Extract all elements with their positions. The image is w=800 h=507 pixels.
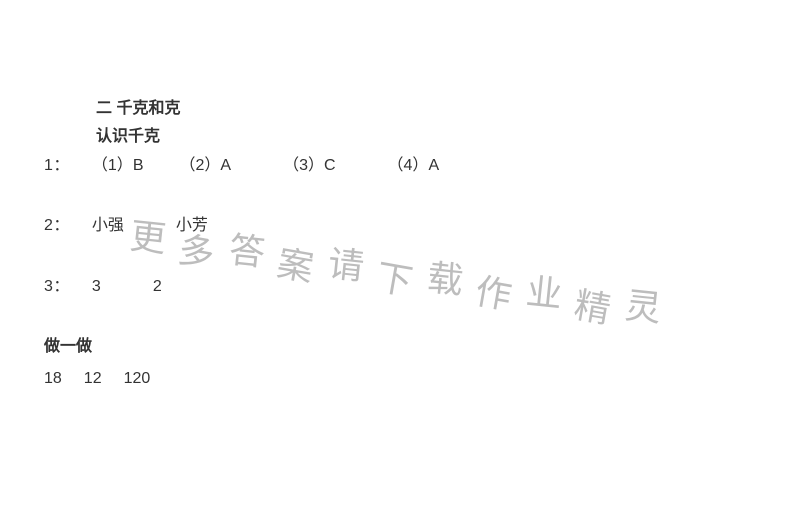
chapter-title: 二 千克和克 — [96, 98, 756, 120]
q3-answer1: 3 — [92, 278, 101, 295]
q2-answer1: 小强 — [92, 217, 124, 234]
answer-row-2: 2： 小强 小芳 — [44, 215, 756, 237]
document-body: 二 千克和克 认识千克 1：（1）B（2）A（3）C（4）A 2：小强小芳 3：… — [0, 0, 800, 391]
q1-part2-answer: A — [220, 157, 231, 174]
q2-prefix: 2： — [44, 217, 70, 234]
section-title: 认识千克 — [96, 126, 756, 148]
q1-part1-answer: B — [133, 157, 144, 174]
answer-row-1: 1：（1）B（2）A（3）C（4）A — [44, 155, 756, 177]
practice-heading: 做一做 — [44, 336, 756, 358]
q1-part1-label: （1） — [92, 157, 133, 174]
practice-v3: 120 — [124, 370, 151, 387]
practice-v2: 12 — [84, 370, 102, 387]
answer-row-3: 3： 3 2 — [44, 276, 756, 298]
q2-answer2: 小芳 — [176, 217, 208, 234]
practice-row: 18 12 120 — [44, 368, 756, 390]
q1-part4-answer: A — [428, 157, 439, 174]
q3-answer2: 2 — [153, 278, 162, 295]
q1-prefix: 1： — [44, 157, 70, 174]
q3-prefix: 3： — [44, 278, 70, 295]
q1-part2-label: （2） — [179, 157, 220, 174]
practice-v1: 18 — [44, 370, 62, 387]
q1-part3-answer: C — [324, 157, 336, 174]
q1-part3-label: （3） — [283, 157, 324, 174]
q1-part4-label: （4） — [388, 157, 429, 174]
